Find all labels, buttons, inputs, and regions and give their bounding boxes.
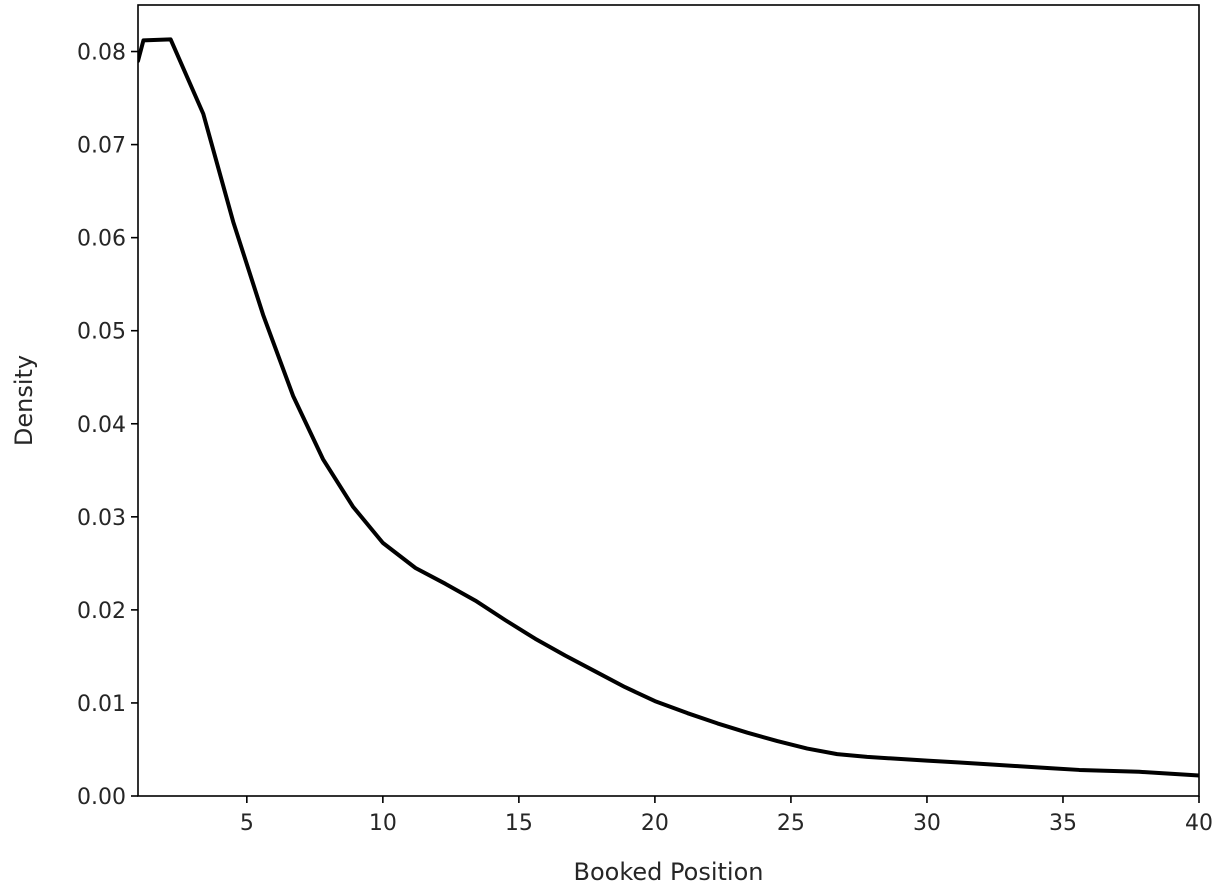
density-series-line [138,39,1199,775]
x-tick-label: 20 [641,811,669,836]
x-tick-label: 35 [1049,811,1077,836]
y-tick-label: 0.03 [77,506,126,531]
y-tick-label: 0.04 [77,413,126,438]
y-tick-label: 0.01 [77,692,126,717]
y-tick-label: 0.06 [77,227,126,252]
x-tick-label: 15 [505,811,533,836]
x-tick-label: 40 [1185,811,1213,836]
y-tick-label: 0.08 [77,41,126,66]
y-tick-label: 0.05 [77,320,126,345]
x-tick-label: 30 [913,811,941,836]
x-tick-label: 10 [369,811,397,836]
y-tick-label: 0.02 [77,599,126,624]
x-tick-label: 25 [777,811,805,836]
x-axis-label: Booked Position [574,858,764,886]
y-tick-label: 0.07 [77,134,126,159]
x-tick-label: 5 [240,811,254,836]
y-axis: 0.00 0.01 0.02 0.03 0.04 0.05 0.06 0.07 0.08 [77,41,138,810]
y-tick-label: 0.00 [77,785,126,810]
plot-area [138,39,1199,775]
x-axis: 5 10 15 20 25 30 35 40 [240,796,1213,836]
y-axis-label: Density [10,355,38,446]
